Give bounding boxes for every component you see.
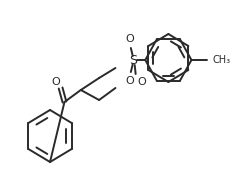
Text: CH₃: CH₃: [213, 55, 231, 65]
Text: S: S: [129, 54, 137, 67]
Text: O: O: [137, 77, 146, 87]
Text: O: O: [51, 77, 60, 87]
Text: O: O: [126, 34, 134, 44]
Text: O: O: [126, 76, 134, 86]
